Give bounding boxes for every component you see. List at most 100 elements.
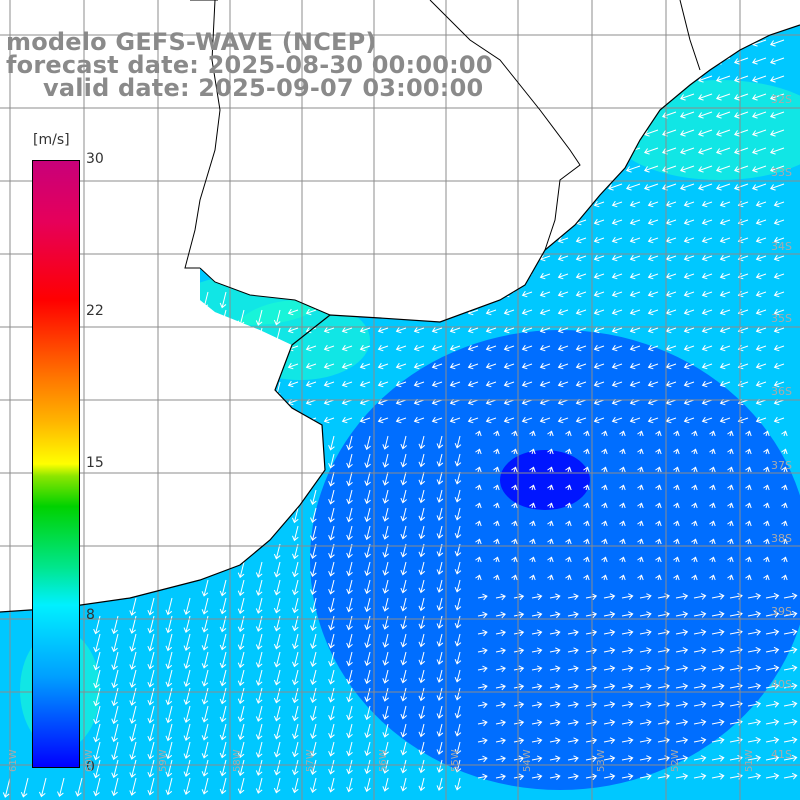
wind-vector [400, 435, 408, 450]
wind-vector [715, 129, 731, 137]
wind-vector [477, 737, 488, 745]
wind-vector [763, 538, 770, 545]
wind-vector [673, 556, 680, 563]
wind-vector [436, 435, 444, 449]
wind-vector [611, 218, 623, 226]
wind-vector [683, 290, 695, 298]
wind-vector [382, 777, 389, 792]
wind-vector [513, 629, 525, 637]
wind-vector [382, 633, 389, 648]
wind-vector [683, 362, 695, 370]
wind-vector [719, 200, 731, 208]
wind-vector [583, 556, 590, 563]
wind-vector [328, 471, 335, 487]
wind-vector [511, 484, 518, 491]
wind-vector [418, 705, 426, 720]
wind-vector [495, 647, 506, 655]
wind-vector [183, 651, 191, 669]
wind-vector [639, 629, 652, 636]
wind-vector [495, 593, 506, 601]
wind-vector [346, 633, 353, 649]
wind-vector [529, 448, 536, 455]
wind-vector [287, 308, 299, 316]
wind-vector [567, 647, 579, 655]
wind-vector [727, 484, 734, 491]
wind-vector [773, 236, 785, 244]
wind-vector [531, 755, 543, 763]
wind-vector [751, 111, 767, 119]
wind-vector [511, 520, 518, 527]
wind-vector [346, 705, 353, 721]
wind-vector [647, 398, 659, 406]
wind-vector [637, 484, 644, 491]
wind-vector [346, 435, 353, 451]
wind-vector [328, 561, 335, 577]
wind-vector [583, 520, 590, 527]
wind-vector [733, 57, 749, 65]
wind-vector [575, 326, 587, 334]
wind-vector [665, 308, 677, 316]
wind-vector [273, 561, 281, 578]
wind-vector [377, 398, 389, 406]
wind-vector [57, 777, 65, 798]
wind-vector [769, 129, 785, 137]
wind-vector [673, 502, 680, 509]
wind-vector [382, 453, 389, 468]
wind-vector [683, 236, 695, 244]
wind-vector [328, 777, 335, 793]
wind-vector [701, 200, 713, 208]
wind-vector [751, 39, 767, 47]
wind-vector [565, 448, 572, 455]
wind-vector [341, 398, 353, 406]
wind-vector [755, 362, 767, 370]
wind-vector [585, 701, 598, 709]
wind-vector [291, 525, 299, 542]
wind-vector [549, 611, 561, 619]
wind-vector [183, 777, 191, 795]
wind-vector [637, 574, 644, 581]
wind-vector [619, 556, 626, 563]
wind-vector [751, 93, 767, 101]
wind-vector [310, 597, 317, 613]
wind-vector [359, 344, 371, 352]
wind-vector [557, 344, 569, 352]
wind-vector [165, 597, 173, 616]
wind-vector [639, 701, 652, 708]
wind-vector [475, 502, 482, 509]
wind-vector [454, 471, 462, 485]
wind-vector [395, 416, 407, 424]
wind-vector [467, 362, 479, 370]
wind-vector [693, 737, 707, 744]
wind-vector [418, 723, 426, 738]
wind-vector [454, 705, 462, 719]
lon-label: 52W [670, 749, 681, 772]
wind-vector [454, 723, 462, 737]
wind-vector [418, 777, 426, 792]
wind-vector [711, 665, 725, 672]
wind-vector [395, 326, 407, 334]
wind-vector [511, 430, 518, 437]
wind-vector [619, 448, 626, 455]
wind-vector [665, 416, 677, 424]
wind-vector [521, 290, 533, 298]
wind-vector [621, 773, 634, 780]
wind-vector [111, 669, 119, 689]
wind-vector [715, 147, 731, 155]
wind-vector [675, 755, 689, 762]
wind-vector [377, 344, 389, 352]
wind-vector [655, 520, 662, 527]
wind-vector [400, 507, 408, 522]
wind-vector [619, 484, 626, 491]
wind-vector [418, 579, 426, 594]
wind-vector [341, 326, 353, 334]
wind-vector [291, 579, 299, 596]
wind-vector [93, 651, 101, 671]
wind-vector [593, 326, 605, 334]
wind-vector [436, 651, 444, 665]
lon-label: 59W [158, 749, 169, 772]
wind-vector [603, 719, 616, 726]
wind-vector [565, 484, 572, 491]
wind-vector [679, 147, 695, 155]
wind-vector [436, 525, 444, 539]
wind-vector [773, 218, 785, 226]
